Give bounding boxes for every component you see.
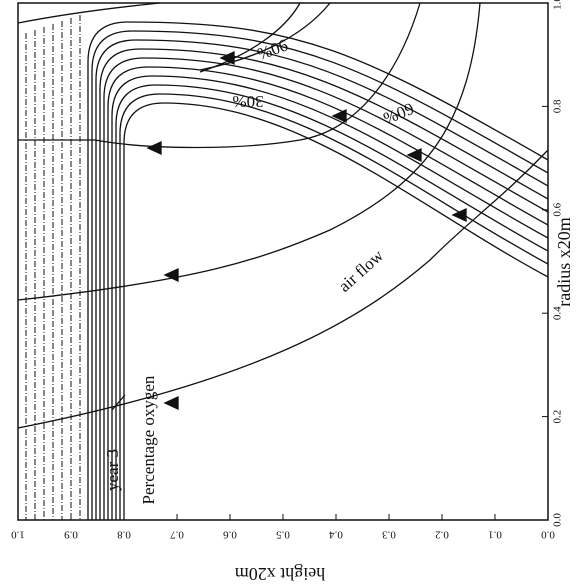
contour-line xyxy=(107,66,549,520)
x-tick-label: 0.4 xyxy=(329,528,343,540)
contours xyxy=(17,2,549,520)
annotation: air flow xyxy=(335,245,388,295)
contour-label: 90% xyxy=(255,35,291,64)
y-tick-label: 0.2 xyxy=(552,410,564,424)
flow-arrow xyxy=(331,108,347,124)
x-tick-label: 0.6 xyxy=(223,528,237,540)
contour-line xyxy=(111,75,549,520)
x-tick-label: 0.2 xyxy=(435,528,449,540)
airflow-line xyxy=(17,2,481,301)
x-axis-label: height x20m xyxy=(235,564,326,584)
y-axis-label: radius x20m xyxy=(554,217,574,307)
annotation: Percentage oxygen xyxy=(139,375,158,504)
x-tick-label: 0.8 xyxy=(117,528,131,540)
contour-label: 30% xyxy=(232,92,263,111)
x-tick-label: 1.0 xyxy=(11,528,25,540)
x-tick-label: 0.7 xyxy=(170,528,184,540)
flow-arrow xyxy=(219,50,235,66)
flow-arrow xyxy=(451,207,467,223)
x-tick-label: 0.1 xyxy=(488,528,502,540)
flow-arrow xyxy=(163,395,179,411)
airflow-line xyxy=(17,149,549,429)
flow-arrow xyxy=(146,140,162,156)
contour-line xyxy=(123,102,549,520)
contour-line xyxy=(17,2,161,24)
x-tick-label: 0.0 xyxy=(541,528,555,540)
plot-frame xyxy=(17,2,549,521)
contour-line xyxy=(103,57,549,520)
annotation: year 3 xyxy=(103,449,122,491)
contour-line xyxy=(119,93,549,520)
contour-line xyxy=(115,84,549,520)
x-tick-label: 0.3 xyxy=(382,528,396,540)
y-tick-label: 0.0 xyxy=(552,513,564,527)
y-tick-label: 0.4 xyxy=(552,306,564,320)
x-tick-label: 0.9 xyxy=(64,528,78,540)
contour-line xyxy=(87,21,549,520)
flow-arrow xyxy=(163,267,179,283)
x-tick-label: 0.5 xyxy=(276,528,290,540)
airflow-line xyxy=(199,2,301,73)
contour-line xyxy=(99,48,549,520)
contour-line xyxy=(91,30,549,520)
y-tick-label: 0.8 xyxy=(552,99,564,113)
y-tick-label: 1.0 xyxy=(552,0,564,10)
contour-line xyxy=(95,39,549,520)
y-tick-label: 0.6 xyxy=(552,202,564,216)
pointer xyxy=(111,394,126,411)
flow-arrow xyxy=(406,147,422,163)
